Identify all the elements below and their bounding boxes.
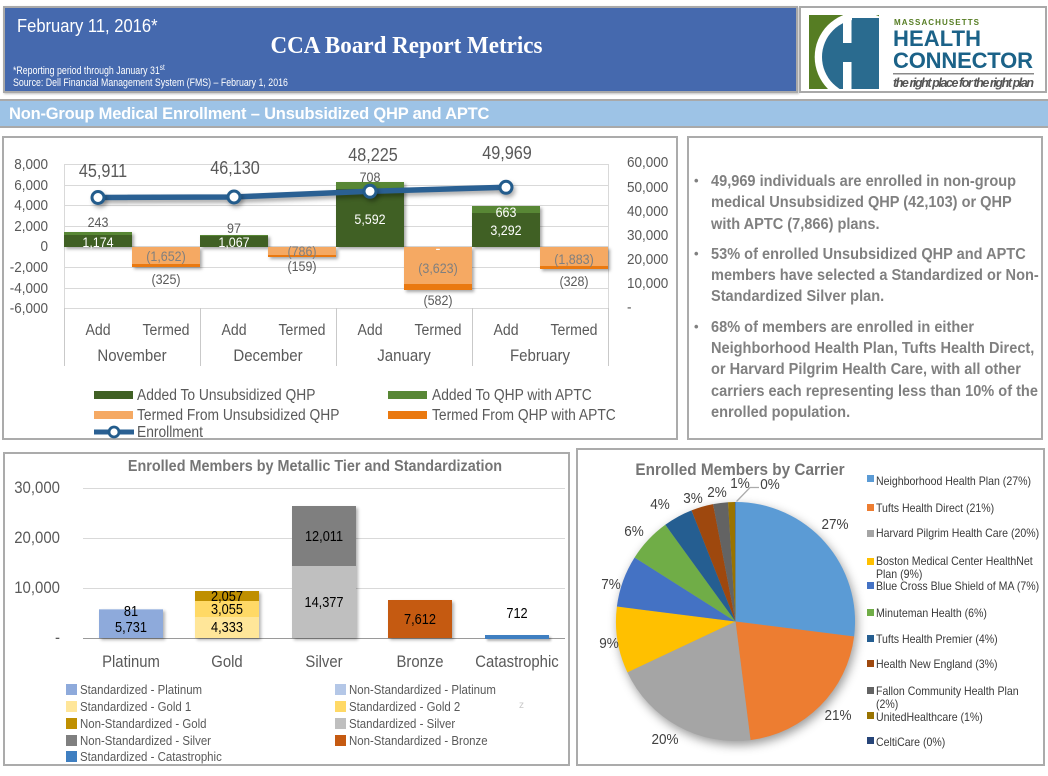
svg-text:the right place for the right: the right place for the right plan [893,76,1034,90]
svg-text:CONNECTOR: CONNECTOR [893,48,1033,73]
svg-text:HEALTH: HEALTH [893,26,981,51]
svg-text:MASSACHUSETTS: MASSACHUSETTS [894,18,980,27]
